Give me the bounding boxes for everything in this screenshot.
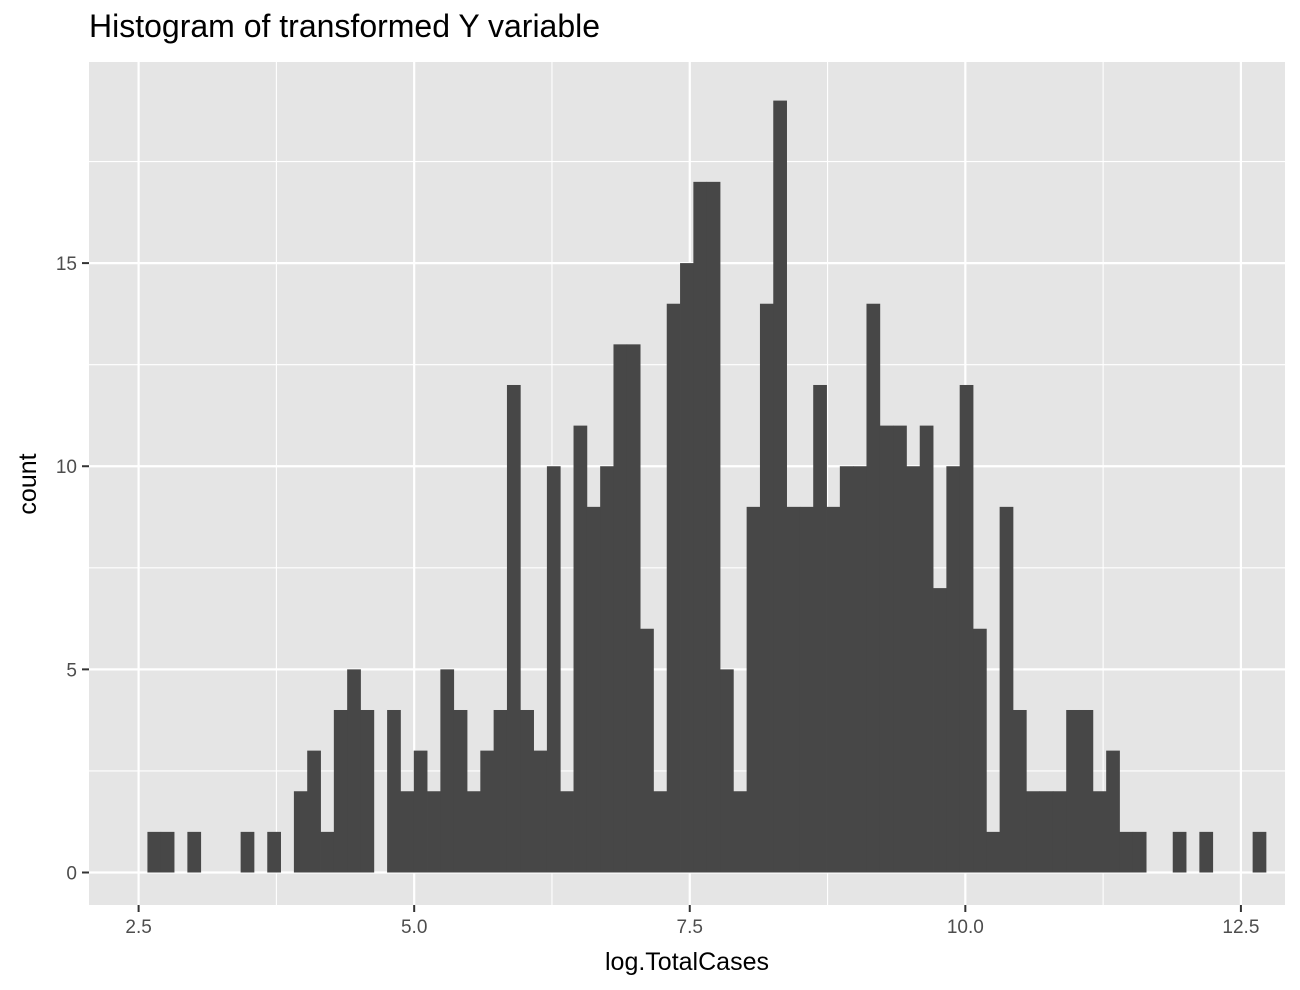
histogram-bar [520, 709, 534, 873]
histogram-bar [813, 384, 827, 873]
histogram-bar [1052, 791, 1067, 873]
x-axis-title: log.TotalCases [605, 948, 769, 976]
histogram-bar [1132, 831, 1147, 873]
x-tick-label: 5.0 [401, 917, 427, 938]
histogram-bar [799, 506, 814, 873]
histogram-bar [933, 588, 947, 873]
histogram-bar [387, 709, 401, 873]
histogram-bar [786, 506, 801, 873]
histogram-bar [946, 466, 961, 873]
x-tick-label: 10.0 [947, 917, 984, 938]
histogram-bar [906, 466, 921, 873]
histogram-bar [320, 831, 335, 873]
histogram-bar [733, 791, 748, 873]
histogram-bar [919, 425, 934, 873]
histogram-bar [999, 506, 1014, 873]
histogram-bar [826, 506, 841, 873]
histogram-bar [600, 466, 614, 873]
chart-title: Histogram of transformed Y variable [89, 8, 601, 44]
histogram-bar [1012, 709, 1027, 873]
histogram-bar [413, 750, 428, 873]
histogram-bar [706, 181, 721, 873]
histogram-bar [560, 791, 574, 873]
histogram-bar [986, 831, 1001, 873]
histogram-bar [187, 831, 202, 873]
histogram-bar [267, 831, 281, 873]
histogram-bar [973, 628, 987, 873]
histogram-bar [1026, 791, 1040, 873]
histogram-bar [506, 384, 521, 873]
histogram-bar [1066, 709, 1080, 873]
histogram-bar [427, 791, 441, 873]
histogram-bar [653, 791, 668, 873]
x-tick-label: 12.5 [1222, 917, 1259, 938]
histogram-bar [307, 750, 321, 873]
histogram-bar [746, 506, 761, 873]
y-tick-label: 10 [56, 457, 77, 478]
x-tick-label: 7.5 [677, 917, 703, 938]
y-tick-label: 0 [66, 863, 77, 884]
histogram-bar [613, 344, 628, 873]
histogram-bar [546, 466, 561, 873]
histogram-bar [573, 425, 588, 873]
histogram-bar [360, 709, 375, 873]
histogram-bar [1199, 831, 1214, 873]
histogram-bar [626, 344, 641, 873]
histogram-bar [147, 831, 162, 873]
histogram-bar [453, 709, 468, 873]
histogram-bar [640, 628, 654, 873]
histogram-bars [147, 100, 1267, 873]
histogram-bar [1172, 831, 1187, 873]
histogram-bar [533, 750, 548, 873]
histogram-bar [1039, 791, 1054, 873]
histogram-bar [1079, 709, 1094, 873]
histogram-bar [893, 425, 907, 873]
histogram-bar [773, 100, 787, 873]
histogram-bar [400, 791, 415, 873]
histogram-bar [586, 506, 601, 873]
histogram-bar [879, 425, 894, 873]
histogram-bar [347, 669, 361, 873]
histogram-bar [333, 709, 348, 873]
histogram-bar [1106, 750, 1120, 873]
histogram-bar [693, 181, 708, 873]
y-axis-title: count [14, 453, 42, 514]
histogram-bar [293, 791, 308, 873]
histogram-bar [480, 750, 495, 873]
y-axis: 0 5 10 15 [56, 254, 89, 884]
x-axis: 2.5 5.0 7.5 10.0 12.5 [125, 905, 1259, 938]
y-tick-label: 5 [66, 660, 77, 681]
histogram-bar [240, 831, 255, 873]
histogram-bar [666, 303, 681, 873]
histogram-bar [440, 669, 455, 873]
histogram-bar [720, 669, 734, 873]
histogram-bar [853, 466, 867, 873]
histogram-bar [467, 791, 481, 873]
histogram-bar [1092, 791, 1107, 873]
histogram-bar [959, 384, 974, 873]
histogram-bar [160, 831, 175, 873]
histogram-bar [493, 709, 508, 873]
histogram-bar [866, 303, 881, 873]
histogram-bar [1119, 831, 1134, 873]
y-tick-label: 15 [56, 254, 77, 275]
histogram-bar [759, 303, 774, 873]
histogram-bar [680, 263, 694, 873]
histogram-bar [839, 466, 854, 873]
histogram-bar [1252, 831, 1267, 873]
x-tick-label: 2.5 [125, 917, 151, 938]
